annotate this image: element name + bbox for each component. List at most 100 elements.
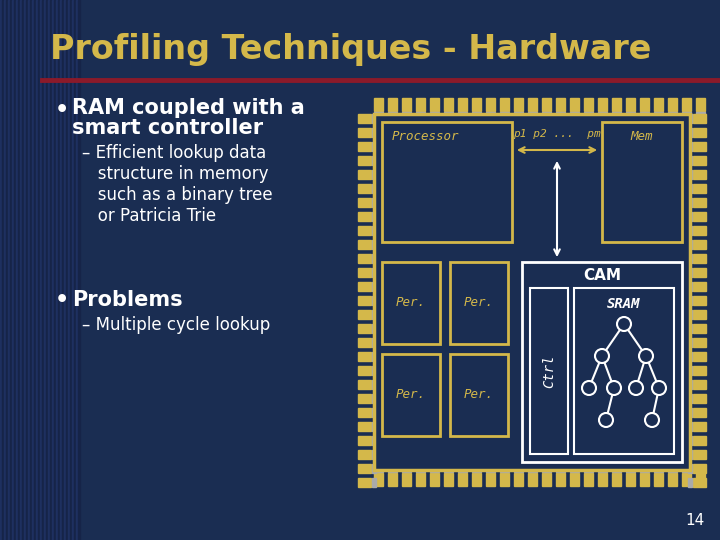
Bar [668, 98, 677, 111]
Bar [500, 468, 509, 472]
Bar [598, 473, 607, 486]
Bar [36, 0, 38, 540]
Bar [374, 468, 383, 472]
Bar [654, 98, 663, 111]
Bar [372, 450, 376, 459]
Bar [372, 324, 376, 333]
Bar [372, 254, 376, 263]
Bar [602, 122, 682, 242]
Bar [522, 262, 682, 462]
Bar [500, 98, 509, 111]
Bar [693, 352, 706, 361]
Bar [372, 198, 376, 207]
Bar [372, 338, 376, 347]
Bar [682, 98, 691, 111]
Bar [388, 98, 397, 111]
Bar [612, 473, 621, 486]
Bar [514, 473, 523, 486]
Bar [682, 473, 691, 486]
Bar [382, 122, 512, 242]
Bar [556, 98, 565, 111]
Bar [682, 468, 691, 472]
Text: or Patricia Trie: or Patricia Trie [82, 207, 216, 225]
Circle shape [582, 381, 596, 395]
Bar [693, 310, 706, 319]
Bar [696, 112, 705, 116]
Bar [358, 212, 371, 221]
Circle shape [645, 413, 659, 427]
Bar [372, 296, 376, 305]
Bar [416, 473, 425, 486]
Bar [696, 98, 705, 111]
Bar [50, 0, 52, 540]
Text: Profiling Techniques - Hardware: Profiling Techniques - Hardware [50, 33, 652, 66]
Bar [32, 0, 40, 540]
Bar [374, 473, 383, 486]
Bar [68, 0, 70, 540]
Bar [693, 408, 706, 417]
Bar [16, 0, 18, 540]
Bar [688, 128, 692, 137]
Text: structure in memory: structure in memory [82, 165, 269, 183]
Bar [40, 0, 50, 540]
Bar [688, 114, 692, 123]
Bar [693, 380, 706, 389]
Text: Per.: Per. [396, 388, 426, 402]
Bar [654, 468, 663, 472]
Bar [542, 468, 551, 472]
Bar [358, 380, 371, 389]
Bar [584, 98, 593, 111]
Bar [402, 98, 411, 111]
Bar [640, 473, 649, 486]
Bar [372, 394, 376, 403]
Bar [358, 478, 371, 487]
Bar [372, 478, 376, 487]
Bar [472, 112, 481, 116]
Circle shape [629, 381, 643, 395]
Bar [688, 156, 692, 165]
Bar [693, 184, 706, 193]
Bar [612, 98, 621, 111]
Bar [693, 156, 706, 165]
Bar [374, 98, 383, 111]
Bar [372, 212, 376, 221]
Bar [584, 468, 593, 472]
Bar [688, 142, 692, 151]
Bar [472, 98, 481, 111]
Bar [372, 352, 376, 361]
Bar [22, 0, 24, 540]
Bar [556, 112, 565, 116]
Bar [54, 0, 56, 540]
Bar [693, 422, 706, 431]
Bar [74, 0, 76, 540]
Circle shape [617, 317, 631, 331]
Bar [626, 98, 635, 111]
Bar [444, 468, 453, 472]
Circle shape [652, 381, 666, 395]
Bar [70, 0, 72, 540]
Bar [358, 450, 371, 459]
Bar [612, 468, 621, 472]
Bar [372, 226, 376, 235]
Bar [688, 324, 692, 333]
Bar [556, 473, 565, 486]
Bar [688, 394, 692, 403]
Text: Per.: Per. [464, 296, 494, 309]
Bar [528, 98, 537, 111]
Bar [693, 128, 706, 137]
Bar [430, 98, 439, 111]
Bar [38, 0, 40, 540]
Bar [34, 0, 36, 540]
Bar [78, 0, 80, 540]
Bar [574, 288, 674, 454]
Bar [358, 352, 371, 361]
Bar [688, 464, 692, 473]
Bar [62, 0, 64, 540]
Text: Processor: Processor [392, 130, 459, 143]
Bar [372, 422, 376, 431]
Bar [688, 366, 692, 375]
Bar [688, 296, 692, 305]
Bar [358, 338, 371, 347]
Bar [430, 112, 439, 116]
Bar [542, 98, 551, 111]
